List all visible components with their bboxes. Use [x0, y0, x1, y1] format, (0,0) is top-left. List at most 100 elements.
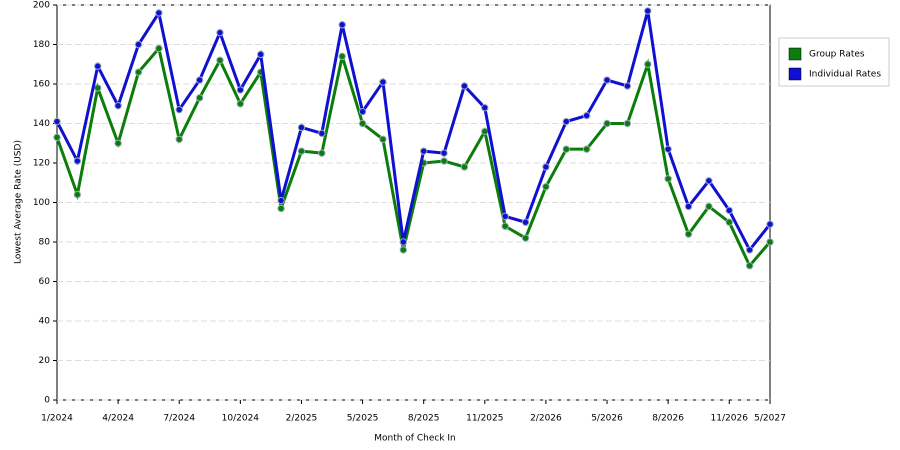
- data-point: [195, 76, 204, 84]
- data-point: [664, 145, 672, 153]
- data-point: [684, 230, 693, 238]
- data-point: [175, 105, 183, 114]
- data-point: [705, 177, 713, 185]
- data-point: [379, 135, 387, 144]
- data-point: [745, 262, 754, 270]
- data-point: [216, 28, 224, 37]
- data-point: [562, 117, 570, 126]
- data-point: [297, 123, 306, 132]
- data-point: [338, 21, 346, 29]
- data-point: [338, 52, 346, 61]
- data-point: [644, 60, 652, 68]
- legend-label: Group Rates: [809, 50, 865, 60]
- y-tick-label: 80: [39, 238, 51, 248]
- data-point: [195, 94, 204, 102]
- y-tick-label: 20: [39, 356, 51, 366]
- legend-swatch: [788, 47, 802, 61]
- x-tick-label: 4/2024: [102, 414, 134, 424]
- data-point: [766, 220, 774, 228]
- series-line: [55, 9, 772, 253]
- data-point: [440, 157, 448, 165]
- data-point: [623, 119, 632, 128]
- data-point: [236, 100, 245, 108]
- x-tick-label: 8/2026: [652, 414, 684, 424]
- data-point: [318, 149, 326, 157]
- y-tick-label: 200: [33, 1, 50, 11]
- data-point: [623, 82, 632, 90]
- data-point: [53, 117, 61, 126]
- data-point: [603, 119, 611, 128]
- data-point: [644, 7, 652, 15]
- x-tick-label: 8/2025: [408, 414, 440, 424]
- data-point: [73, 157, 82, 165]
- data-point: [705, 202, 713, 211]
- data-point: [603, 76, 611, 84]
- data-point: [94, 62, 102, 70]
- x-tick-label: 7/2024: [163, 414, 195, 424]
- data-point: [684, 202, 693, 211]
- data-point: [94, 84, 102, 92]
- y-tick-label: 140: [33, 119, 50, 129]
- y-tick-label: 180: [33, 40, 50, 50]
- data-point: [297, 147, 306, 155]
- data-point: [542, 183, 550, 191]
- data-point: [114, 139, 122, 147]
- data-point: [501, 222, 509, 230]
- data-point: [481, 104, 489, 112]
- x-tick-label: 2/2025: [286, 414, 318, 424]
- data-point: [481, 127, 489, 136]
- data-point: [134, 68, 143, 76]
- x-tick-label: 5/2025: [347, 414, 379, 424]
- x-axis-label: Month of Check In: [374, 434, 456, 444]
- data-point: [725, 218, 733, 226]
- data-point: [521, 218, 530, 226]
- data-point: [501, 212, 509, 221]
- data-point: [582, 111, 591, 120]
- data-point: [257, 50, 265, 59]
- data-point: [277, 196, 285, 205]
- data-point: [277, 204, 285, 213]
- y-tick-label: 120: [33, 159, 50, 169]
- x-tick-label: 11/2026: [711, 414, 749, 424]
- data-point: [521, 234, 530, 242]
- data-point: [664, 175, 672, 183]
- x-tick-label: 5/2026: [591, 414, 623, 424]
- data-point: [73, 190, 82, 199]
- data-point: [358, 119, 367, 128]
- data-point: [582, 145, 591, 153]
- y-tick-label: 160: [33, 80, 50, 90]
- data-point: [440, 149, 448, 157]
- y-tick-label: 40: [39, 317, 51, 327]
- data-point: [419, 147, 428, 155]
- x-tick-label: 1/2024: [41, 414, 73, 424]
- data-point: [318, 129, 326, 138]
- data-point: [175, 135, 183, 144]
- data-point: [216, 56, 224, 64]
- legend-swatch: [788, 67, 802, 81]
- data-point: [460, 163, 469, 171]
- legend-label: Individual Rates: [809, 70, 881, 80]
- data-point: [460, 82, 469, 90]
- y-tick-label: 0: [44, 396, 50, 406]
- data-point: [155, 9, 163, 17]
- y-axis-label: Lowest Average Rate (USD): [14, 140, 24, 264]
- data-point: [725, 206, 733, 215]
- data-point: [745, 246, 754, 254]
- x-tick-label: 5/2027: [754, 414, 786, 424]
- series-line: [55, 45, 772, 269]
- y-tick-label: 100: [33, 198, 50, 208]
- data-point: [399, 246, 408, 254]
- x-tick-label: 10/2024: [222, 414, 260, 424]
- data-point: [562, 145, 570, 153]
- data-point: [155, 44, 163, 53]
- data-point: [114, 102, 122, 110]
- y-tick-label: 60: [39, 277, 51, 287]
- data-point: [236, 86, 245, 94]
- x-tick-label: 11/2025: [466, 414, 503, 424]
- data-point: [134, 40, 143, 49]
- data-point: [542, 163, 550, 171]
- data-point: [53, 133, 61, 142]
- data-point: [379, 78, 387, 86]
- data-point: [399, 238, 408, 246]
